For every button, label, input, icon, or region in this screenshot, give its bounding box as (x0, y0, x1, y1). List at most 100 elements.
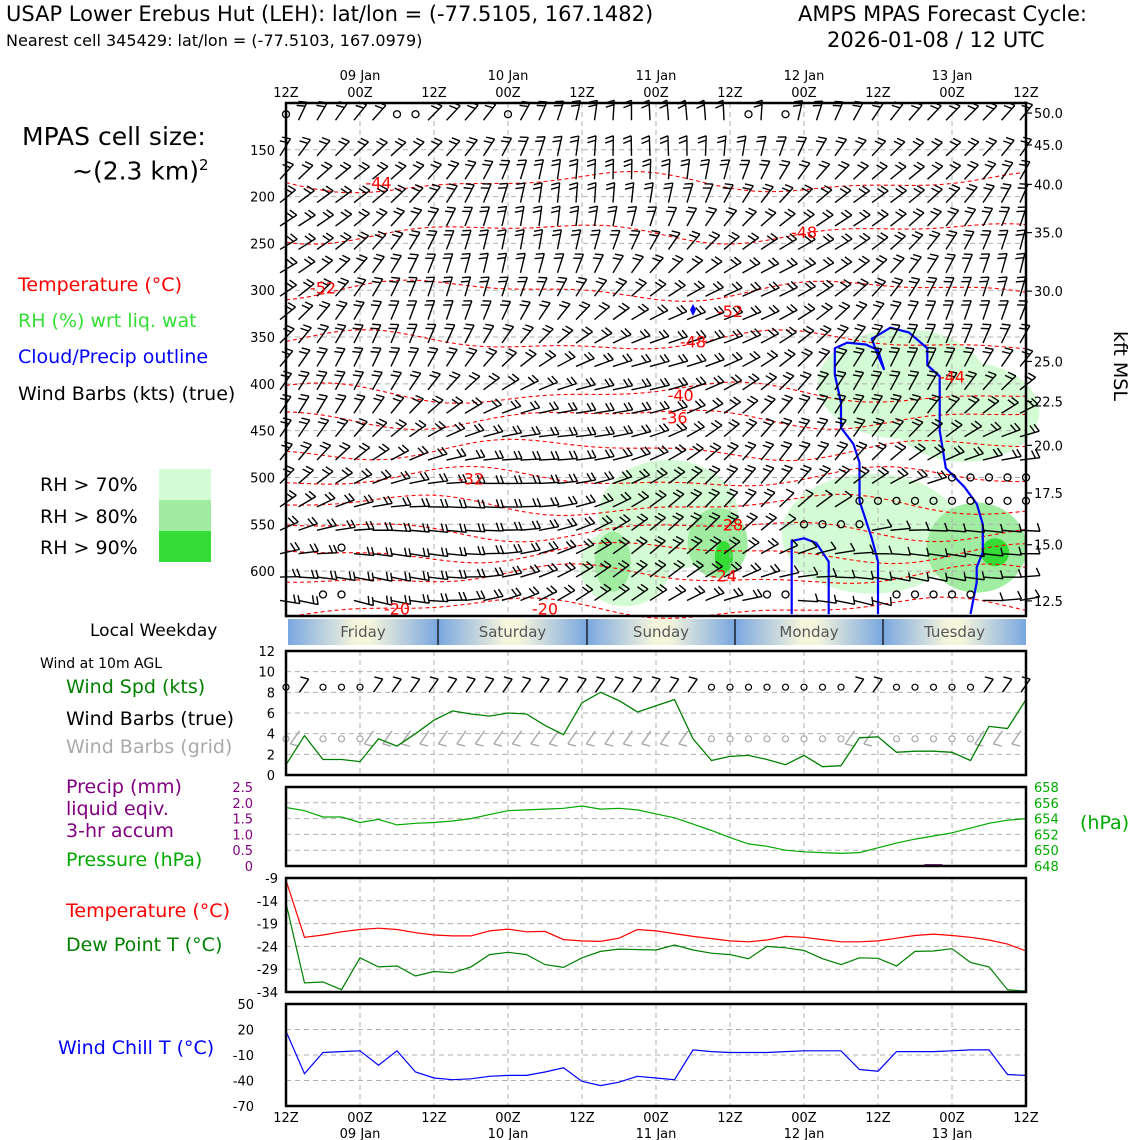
barb-staff (372, 165, 389, 180)
barb-staff (871, 395, 883, 414)
barb-staff (779, 331, 797, 344)
calm-barb (910, 590, 920, 599)
barb-staff (779, 518, 797, 531)
barb-flag (463, 547, 468, 556)
wind-barb (816, 233, 835, 251)
wind-barb (760, 441, 775, 461)
hpa-unit: (hPa) (1080, 812, 1130, 834)
pressure-tick-label: 350 (250, 331, 275, 346)
wind-barb (557, 376, 578, 391)
wind-barb (588, 205, 599, 227)
wind-barb (908, 208, 925, 227)
barb-staff (686, 565, 704, 578)
barb-staff (556, 253, 565, 274)
barb-flag (378, 445, 386, 453)
barb-flag (643, 468, 651, 476)
barb-staff (723, 541, 741, 555)
barb-flag (927, 257, 937, 261)
barb-flag (491, 372, 500, 379)
barb-staff (705, 592, 725, 602)
barb-staff (538, 182, 543, 203)
barb-staff (427, 324, 437, 344)
barb-staff (575, 159, 579, 180)
barb-staff (760, 491, 776, 508)
barb-flag (440, 498, 445, 508)
barb-staff (409, 552, 430, 558)
wind-barb (534, 252, 545, 274)
barb-flag (572, 473, 579, 482)
barb-flag (863, 743, 873, 747)
barb-flag (855, 347, 865, 351)
barb-staff (520, 549, 541, 555)
x-bottom-tick-label: 12Z (569, 1111, 595, 1126)
calm-barb-grid (707, 735, 716, 743)
barb-staff (445, 207, 457, 227)
barb-flag (736, 305, 744, 313)
barb-flag (286, 235, 294, 243)
barb-flag (861, 466, 870, 472)
barb-flag (873, 421, 882, 425)
calm-barb (911, 683, 919, 691)
barb-flag (684, 182, 693, 185)
barb-flag (354, 346, 363, 350)
calm-barb (781, 683, 790, 691)
barb-flag (426, 233, 435, 237)
barb-flag (303, 258, 312, 265)
barb-staff (464, 162, 477, 180)
barb-staff (391, 678, 402, 693)
barb-flag (475, 743, 484, 747)
wind-barb (408, 230, 421, 250)
barb-staff (890, 576, 911, 582)
wind-barb (631, 424, 652, 438)
wind-barb (575, 560, 594, 578)
barb-flag (532, 586, 540, 594)
barb-staff (686, 183, 694, 203)
wind-barb (427, 570, 449, 581)
barb-staff (1000, 184, 1012, 203)
isotherm-label: -20 (384, 600, 410, 619)
barb-staff (668, 284, 686, 297)
wind-barb (390, 161, 407, 180)
barb-staff (871, 258, 888, 274)
barb-staff (723, 184, 734, 203)
barb-staff (353, 212, 370, 227)
pressure-tick-label: 600 (250, 565, 275, 580)
wind-barb (815, 370, 829, 391)
wind-barb (427, 370, 441, 391)
barb-flag (843, 185, 852, 192)
barb-flag (658, 330, 666, 339)
barb-flag (677, 354, 685, 363)
barb-flag (493, 589, 500, 598)
barb-staff (501, 593, 522, 602)
barb-staff (445, 253, 454, 274)
barb-flag (714, 419, 723, 426)
barb-flag (974, 420, 983, 427)
barb-flag (338, 140, 347, 146)
barb-flag (844, 256, 853, 263)
barb-staff (482, 161, 494, 180)
barb-flag (889, 596, 893, 606)
barb-staff (575, 409, 596, 414)
barb-flag (855, 444, 865, 450)
barb-staff (723, 401, 741, 414)
barb-staff (622, 730, 634, 745)
wind-speed-line (285, 691, 1027, 768)
barb-flag (339, 234, 349, 241)
wind-barb (853, 255, 870, 274)
barb-flag (536, 450, 542, 460)
barb-flag (840, 258, 849, 265)
barb-staff (908, 301, 919, 320)
barb-staff (613, 678, 624, 693)
barb-staff (445, 163, 460, 180)
barb-flag (669, 233, 678, 238)
wind-barb (612, 328, 632, 344)
barb-flag (298, 350, 308, 355)
barb-flag (671, 230, 681, 234)
barb-flag (745, 421, 754, 427)
barb-staff (908, 324, 919, 344)
wind-barb (739, 159, 751, 180)
wind-barb (871, 417, 885, 438)
barb-flag (791, 538, 799, 546)
wind-barb (908, 394, 922, 414)
barb-flag (819, 327, 829, 334)
